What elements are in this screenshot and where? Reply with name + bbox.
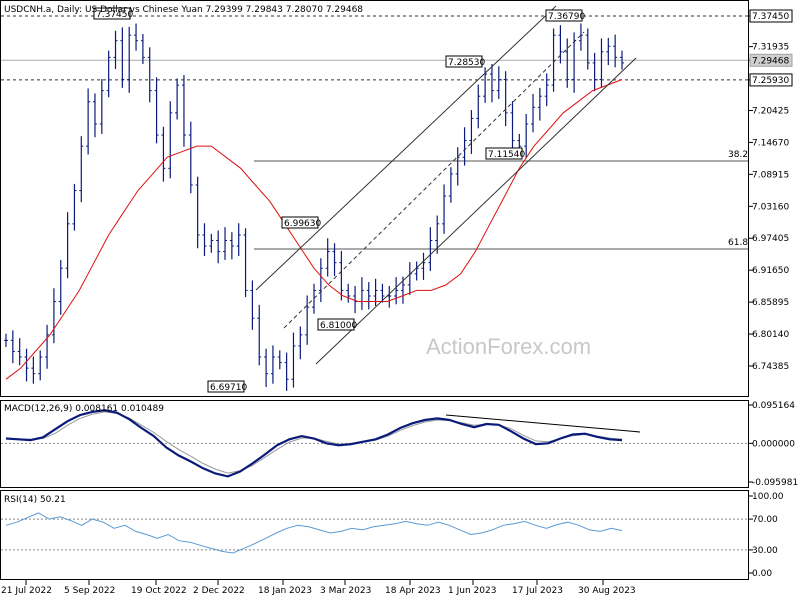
price-label: 7.37450 (96, 10, 133, 20)
price-label-box (545, 9, 583, 22)
macd-y-label: 0.095164 (752, 401, 795, 411)
price-label: 6.69710 (210, 383, 247, 393)
rsi-title: RSI(14) 50.21 (4, 495, 66, 505)
price-label-box (93, 7, 131, 20)
y-tick-label: 6.80140 (752, 330, 789, 340)
main-panel-frame (0, 0, 749, 397)
x-tick-label: 30 Aug 2023 (578, 586, 636, 596)
channel-lower (315, 57, 637, 365)
macd-y-label: -0.095981 (752, 478, 798, 488)
chart-title: USDCNH.a, Daily: US Dollar vs Chinese Yu… (4, 5, 363, 15)
macd-y-axis: 0.095164 0.000000 -0.095981 (748, 401, 798, 488)
main-horizontal-levels: 38.2 61.8 (1, 15, 748, 250)
x-tick-label: 21 Jul 2022 (1, 586, 52, 596)
x-tick-label: 18 Jan 2023 (258, 586, 312, 596)
rsi-y-label: 0.00 (752, 569, 772, 579)
y-tick-label: 7.03160 (752, 202, 789, 212)
macd-line (5, 409, 623, 478)
y-tick-label: 6.91650 (752, 266, 789, 276)
x-tick-label: 18 Apr 2023 (385, 586, 441, 596)
price-label-box (317, 318, 355, 331)
main-y-axis: 7.37450 7.31935 7.29468 7.25930 7.20425 7.146… (748, 9, 793, 372)
price-label-box (281, 216, 319, 229)
y-label-box (749, 73, 793, 87)
macd-y-label: 0.000000 (752, 439, 795, 449)
y-tick-label: 7.29468 (752, 56, 789, 66)
y-tick-label: 6.97405 (752, 234, 789, 244)
rsi-panel-frame (0, 490, 749, 580)
price-label-box (485, 147, 523, 160)
price-label-box (207, 380, 245, 393)
watermark: ActionForex.com (426, 334, 591, 359)
price-bars (4, 23, 624, 391)
channel-mid (283, 31, 585, 329)
price-label-box (445, 55, 483, 68)
y-tick-label: 7.31935 (752, 43, 789, 53)
fib-61-label: 61.8 (728, 238, 748, 248)
y-tick-label: 7.37450 (752, 12, 789, 22)
trend-channels (255, 5, 637, 365)
rsi-y-axis: 100.00 70.00 30.00 0.00 (748, 492, 784, 579)
macd-title: MACD(12,26,9) 0.008161 0.010489 (4, 404, 164, 414)
y-label-box (749, 9, 793, 23)
y-label-box (749, 53, 793, 67)
moving-average (5, 79, 623, 380)
x-tick-label: 19 Oct 2022 (131, 586, 187, 596)
y-tick-label: 7.25930 (752, 76, 789, 86)
price-label: 7.28530 (448, 58, 485, 68)
y-tick-label: 6.85895 (752, 298, 789, 308)
price-label: 6.81000 (320, 321, 357, 331)
rsi-line (5, 512, 623, 554)
price-label: 6.99630 (284, 219, 321, 229)
macd-plot (1, 409, 748, 478)
rsi-y-label: 70.00 (752, 515, 778, 525)
rsi-y-label: 30.00 (752, 546, 778, 556)
y-tick-label: 7.20425 (752, 106, 789, 116)
price-label: 7.36790 (548, 12, 585, 22)
x-tick-label: 17 Jul 2023 (512, 586, 563, 596)
rsi-plot (1, 512, 748, 554)
rsi-y-label: 100.00 (752, 492, 784, 502)
macd-trendline (445, 414, 641, 433)
price-labels: 7.37450 6.69710 6.99630 6.81000 7.28530 7.115… (93, 7, 585, 393)
y-tick-label: 7.14670 (752, 138, 789, 148)
x-tick-label: 2 Dec 2022 (193, 586, 245, 596)
x-axis: 21 Jul 2022 5 Sep 2022 19 Oct 2022 2 Dec 20… (1, 580, 636, 596)
x-tick-label: 3 Mar 2023 (320, 586, 371, 596)
price-label: 7.11540 (488, 150, 525, 160)
macd-panel-frame (0, 400, 749, 488)
x-tick-label: 1 Jun 2023 (448, 586, 496, 596)
y-tick-label: 7.08915 (752, 170, 789, 180)
ma-line (5, 79, 623, 380)
x-tick-label: 5 Sep 2022 (64, 586, 115, 596)
y-tick-label: 6.74385 (752, 362, 789, 372)
channel-upper (255, 5, 557, 291)
fib-38-label: 38.2 (728, 150, 748, 160)
